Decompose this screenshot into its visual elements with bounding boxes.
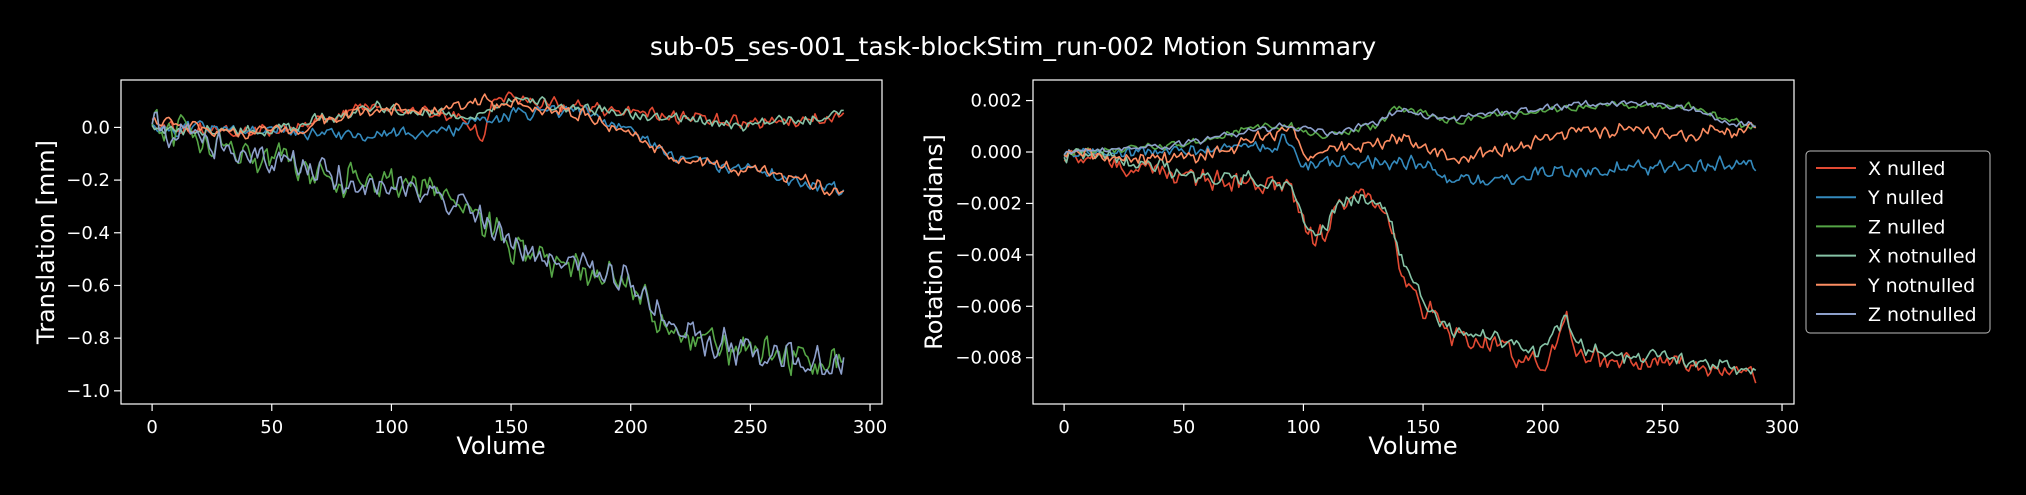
translation-series-z-nulled — [151, 108, 845, 377]
rotation-x-tick-label: 100 — [1286, 417, 1320, 438]
translation-x-axis-label: Volume — [456, 432, 545, 460]
translation-y-tick-label: −0.6 — [66, 275, 110, 296]
translation-y-tick-label: 0.0 — [81, 117, 110, 138]
translation-x-tick-label: 50 — [260, 417, 283, 438]
translation-x-tick-label: 0 — [146, 417, 157, 438]
rotation-series-x-nulled — [1063, 149, 1757, 384]
translation-panel: 0 50 100 150 200 250 300 0.0 −0.2 −0.4 −0.6 −0.8 −1… — [32, 79, 887, 460]
rotation-y-tick-label: −0.004 — [955, 245, 1022, 266]
translation-series-layer — [151, 91, 845, 377]
rotation-y-tick-label: −0.006 — [955, 296, 1022, 317]
rotation-x-tick-label: 200 — [1526, 417, 1560, 438]
legend-label-z-nulled: Z nulled — [1868, 216, 1945, 238]
rotation-y-ticks: 0.002 0.000 −0.002 −0.004 −0.006 −0.008 — [955, 91, 1033, 369]
rotation-axes-frame — [1032, 79, 1795, 405]
translation-series-z-notnulled — [151, 111, 845, 376]
translation-series-y-notnulled — [151, 93, 845, 197]
rotation-series-y-nulled — [1063, 133, 1757, 186]
legend-label-x-nulled: X nulled — [1868, 158, 1945, 180]
translation-series-y-nulled — [151, 104, 845, 196]
translation-series-x-nulled — [151, 91, 845, 142]
translation-y-tick-label: −0.8 — [66, 328, 110, 349]
rotation-y-tick-label: 0.002 — [970, 91, 1022, 112]
legend: X nulled Y nulled Z nulled X notnulled Y not… — [1805, 150, 1991, 334]
legend-label-y-nulled: Y nulled — [1867, 187, 1944, 209]
rotation-series-z-nulled — [1063, 100, 1757, 157]
rotation-series-layer — [1063, 99, 1757, 384]
rotation-x-axis-label: Volume — [1368, 432, 1457, 460]
rotation-x-tick-label: 50 — [1172, 417, 1195, 438]
rotation-x-tick-label: 0 — [1058, 417, 1069, 438]
legend-label-x-notnulled: X notnulled — [1868, 246, 1977, 268]
rotation-x-tick-label: 300 — [1765, 417, 1799, 438]
translation-y-axis-label: Translation [mm] — [32, 140, 60, 345]
rotation-y-tick-label: 0.000 — [970, 142, 1022, 163]
rotation-series-x-notnulled — [1063, 148, 1757, 376]
translation-y-tick-label: −0.4 — [66, 223, 110, 244]
translation-x-tick-label: 100 — [374, 417, 408, 438]
rotation-y-tick-label: −0.002 — [955, 193, 1022, 214]
legend-entries: X nulled Y nulled Z nulled X notnulled Y not… — [1816, 158, 1977, 326]
rotation-x-tick-label: 150 — [1406, 417, 1440, 438]
figure-title: sub-05_ses-001_task-blockStim_run-002 Mo… — [650, 32, 1377, 61]
rotation-series-y-notnulled — [1063, 121, 1757, 165]
translation-axes-frame — [120, 79, 883, 405]
translation-x-tick-label: 250 — [733, 417, 767, 438]
translation-y-ticks: 0.0 −0.2 −0.4 −0.6 −0.8 −1.0 — [66, 117, 121, 402]
rotation-series-z-notnulled — [1063, 99, 1756, 156]
translation-x-ticks: 0 50 100 150 200 250 300 — [146, 404, 887, 438]
legend-label-z-notnulled: Z notnulled — [1868, 304, 1977, 326]
translation-y-tick-label: −0.2 — [66, 170, 110, 191]
rotation-y-axis-label: Rotation [radians] — [920, 134, 948, 350]
rotation-x-ticks: 0 50 100 150 200 250 300 — [1058, 404, 1799, 438]
translation-y-tick-label: −1.0 — [66, 381, 110, 402]
translation-x-tick-label: 150 — [494, 417, 528, 438]
translation-x-tick-label: 300 — [853, 417, 887, 438]
translation-x-tick-label: 200 — [614, 417, 648, 438]
rotation-panel: 0 50 100 150 200 250 300 0.002 0.000 −0.002 −0.00… — [920, 79, 1799, 460]
rotation-x-tick-label: 250 — [1645, 417, 1679, 438]
translation-series-x-notnulled — [151, 96, 844, 138]
rotation-y-tick-label: −0.008 — [955, 348, 1022, 369]
legend-label-y-notnulled: Y notnulled — [1867, 275, 1975, 297]
